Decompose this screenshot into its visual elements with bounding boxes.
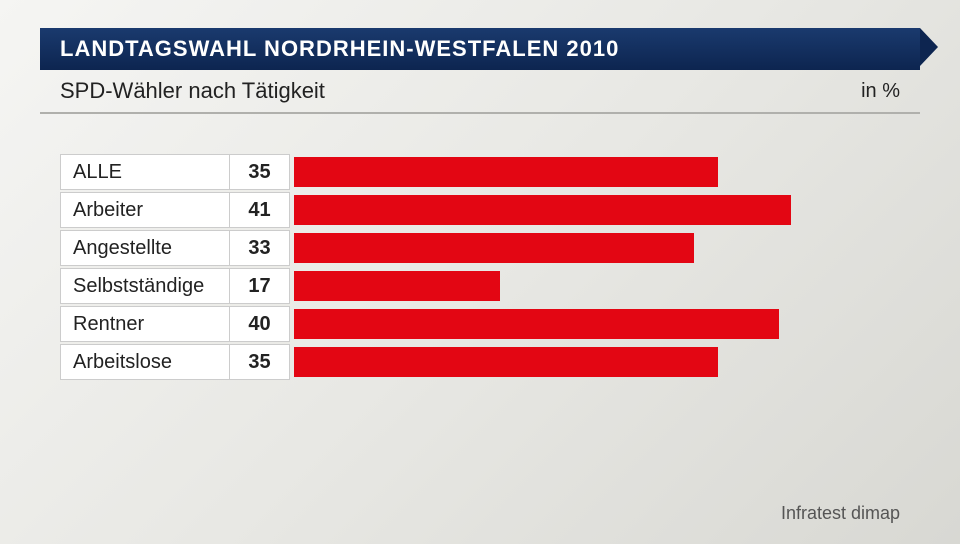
chart-row: Selbstständige17 xyxy=(60,268,900,304)
title-bar: LANDTAGSWAHL NORDRHEIN-WESTFALEN 2010 xyxy=(40,28,920,70)
chart-row: ALLE35 xyxy=(60,154,900,190)
chart-row: Rentner40 xyxy=(60,306,900,342)
row-label: Selbstständige xyxy=(60,268,230,304)
bar xyxy=(294,157,718,187)
row-label: Arbeiter xyxy=(60,192,230,228)
bar-cell xyxy=(290,344,900,380)
bar-chart: ALLE35Arbeiter41Angestellte33Selbstständ… xyxy=(60,154,900,380)
subtitle-row: SPD-Wähler nach Tätigkeit in % xyxy=(40,78,920,114)
row-label: Rentner xyxy=(60,306,230,342)
row-value: 40 xyxy=(230,306,290,342)
bar xyxy=(294,195,791,225)
chart-row: Angestellte33 xyxy=(60,230,900,266)
row-value: 35 xyxy=(230,154,290,190)
row-value: 33 xyxy=(230,230,290,266)
chart-row: Arbeiter41 xyxy=(60,192,900,228)
unit-label: in % xyxy=(861,80,900,103)
bar xyxy=(294,233,694,263)
subtitle: SPD-Wähler nach Tätigkeit xyxy=(60,78,325,104)
row-value: 41 xyxy=(230,192,290,228)
chart-row: Arbeitslose35 xyxy=(60,344,900,380)
header: LANDTAGSWAHL NORDRHEIN-WESTFALEN 2010 SP… xyxy=(0,0,960,114)
bar xyxy=(294,271,500,301)
row-label: ALLE xyxy=(60,154,230,190)
row-value: 35 xyxy=(230,344,290,380)
bar-cell xyxy=(290,230,900,266)
row-value: 17 xyxy=(230,268,290,304)
bar xyxy=(294,347,718,377)
row-label: Arbeitslose xyxy=(60,344,230,380)
bar xyxy=(294,309,779,339)
row-label: Angestellte xyxy=(60,230,230,266)
source-label: Infratest dimap xyxy=(781,503,900,524)
bar-cell xyxy=(290,192,900,228)
bar-cell xyxy=(290,306,900,342)
bar-cell xyxy=(290,268,900,304)
bar-cell xyxy=(290,154,900,190)
page-title: LANDTAGSWAHL NORDRHEIN-WESTFALEN 2010 xyxy=(60,36,900,62)
